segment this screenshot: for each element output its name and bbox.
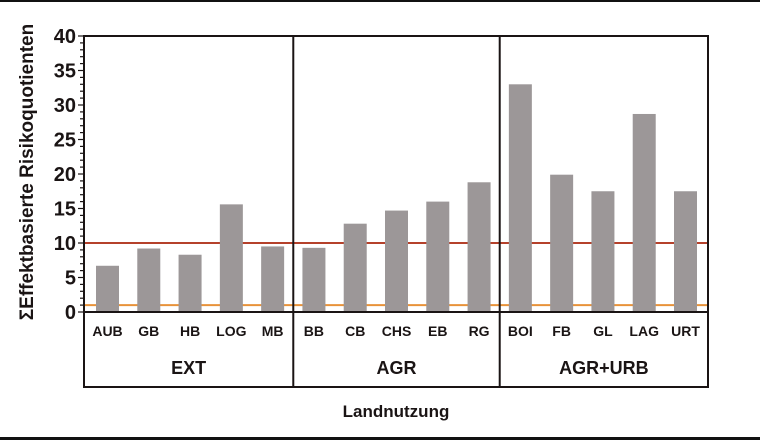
bar-aub: [96, 265, 119, 312]
y-tick-label: 15: [54, 199, 76, 221]
bar-eb: [426, 201, 450, 312]
bar-log: [219, 204, 243, 312]
x-tick-label: RG: [469, 323, 490, 339]
y-tick-label: 0: [65, 302, 76, 324]
y-tick-label: 10: [54, 233, 76, 255]
y-axis-label: ΣEffektbasierte Risikoquotienten: [17, 23, 38, 321]
x-tick-label: URT: [671, 323, 700, 339]
bar-chs: [385, 210, 408, 312]
y-tick-label: 35: [54, 61, 76, 83]
bar-urt: [674, 191, 697, 312]
x-tick-label: MB: [262, 323, 284, 339]
x-axis-label: Landnutzung: [342, 402, 450, 421]
x-tick-label: LAG: [629, 323, 659, 339]
x-tick-label: AUB: [92, 323, 122, 339]
x-tick-label: FB: [552, 323, 571, 339]
y-tick-label: 5: [65, 268, 76, 290]
x-tick-label: GB: [138, 323, 159, 339]
bottom-border-line: [0, 437, 760, 440]
bar-lag: [632, 113, 656, 312]
bar-boi: [508, 84, 532, 312]
group-label-ext: EXT: [171, 358, 206, 378]
x-tick-label: HB: [180, 323, 200, 339]
group-label-agr: AGR: [377, 358, 417, 378]
bar-mb: [261, 246, 285, 312]
bar-gl: [591, 191, 615, 312]
bar-cb: [343, 223, 367, 312]
y-tick-label: 40: [54, 26, 76, 48]
group-label-agr-urb: AGR+URB: [559, 358, 649, 378]
x-tick-label: BOI: [508, 323, 533, 339]
x-tick-label: CB: [345, 323, 365, 339]
bar-bb: [302, 247, 326, 312]
y-tick-label: 30: [54, 95, 76, 117]
plot-frame: [83, 35, 709, 388]
top-border-line: [0, 0, 760, 2]
x-tick-label: GL: [593, 323, 613, 339]
x-tick-label: BB: [304, 323, 324, 339]
x-tick-label: LOG: [216, 323, 246, 339]
y-tick-label: 25: [54, 130, 76, 152]
x-tick-label: CHS: [382, 323, 412, 339]
bar-hb: [178, 254, 202, 312]
y-tick-label: 20: [54, 164, 76, 186]
bar-fb: [550, 174, 574, 312]
bar-gb: [137, 248, 161, 312]
bar-rg: [467, 182, 491, 312]
x-tick-label: EB: [428, 323, 447, 339]
